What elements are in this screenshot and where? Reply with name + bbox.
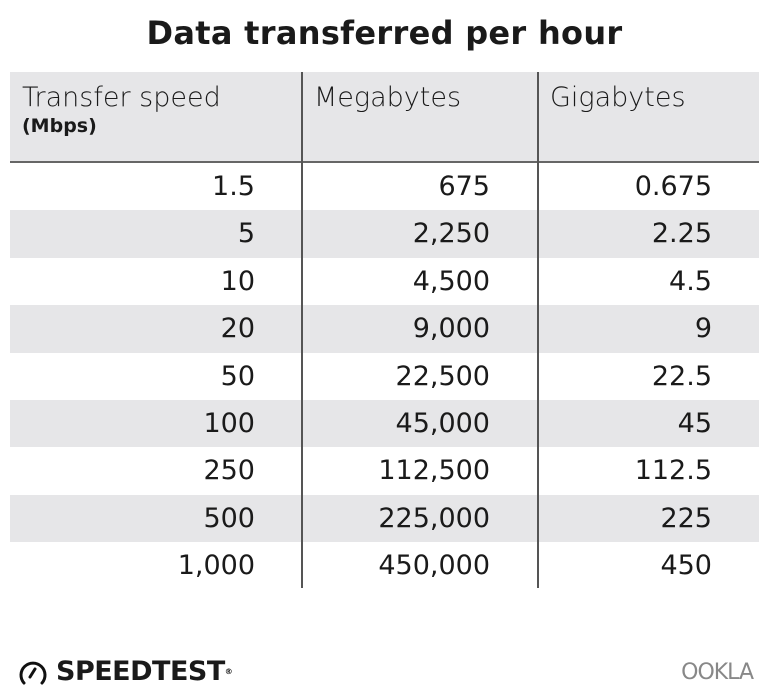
table-cell: 22.5 [651,360,712,392]
header-unit: (Mbps) [22,115,97,137]
header-transfer-speed: Transfer speed (Mbps) [22,82,221,137]
table-cell: 45,000 [395,407,490,439]
table-cell: 22,500 [395,360,490,392]
table-cell: 1.5 [212,171,255,202]
table-row: 500 225,000 225 [10,494,759,543]
table-cell: 2,250 [412,218,490,250]
table-cell: 1,000 [177,550,255,582]
table-cell: 112.5 [634,455,712,487]
table-cell: 225 [660,502,712,534]
table-cell: 250 [203,455,255,487]
table-header: Transfer speed (Mbps) Megabytes Gigabytes [10,72,759,163]
table-row: 250 112,500 112.5 [10,447,759,494]
table-cell: 50 [220,360,255,392]
header-label: Transfer speed [22,82,221,113]
table-cell: 225,000 [378,502,490,534]
header-megabytes: Megabytes [314,82,462,113]
table-cell: 9 [694,313,712,345]
speedtest-logo: SPEEDTEST ® [18,656,233,687]
table-cell: 20 [220,313,255,345]
table-cell: 500 [203,502,255,534]
table-cell: 45 [677,407,712,439]
table-row: 20 9,000 9 [10,305,759,353]
page-title: Data transferred per hour [146,14,623,52]
table-cell: 112,500 [378,455,490,487]
table-cell: 450,000 [378,550,490,582]
table-cell: 4,500 [412,265,490,297]
table-cell: 675 [438,171,490,202]
column-divider [301,72,303,588]
table-row: 1.5 675 0.675 [10,163,759,210]
table-row: 50 22,500 22.5 [10,353,759,400]
table-row: 5 2,250 2.25 [10,210,759,258]
data-table: Transfer speed (Mbps) Megabytes Gigabytes… [10,72,759,590]
column-divider [537,72,539,588]
speedtest-wordmark: SPEEDTEST [56,656,225,687]
table-cell: 100 [203,407,255,439]
table-cell: 4.5 [669,265,712,297]
header-gigabytes: Gigabytes [550,82,686,113]
table-cell: 450 [660,550,712,582]
table-row: 10 4,500 4.5 [10,258,759,305]
speedometer-icon [19,661,47,684]
table-cell: 0.675 [634,171,712,202]
ookla-logo: OOKLA [681,660,754,685]
table-cell: 10 [220,265,255,297]
table-cell: 5 [237,218,255,250]
table-cell: 2.25 [651,218,712,250]
table-row: 100 45,000 45 [10,399,759,448]
table-cell: 9,000 [412,313,490,345]
table-row: 1,000 450,000 450 [10,542,759,589]
